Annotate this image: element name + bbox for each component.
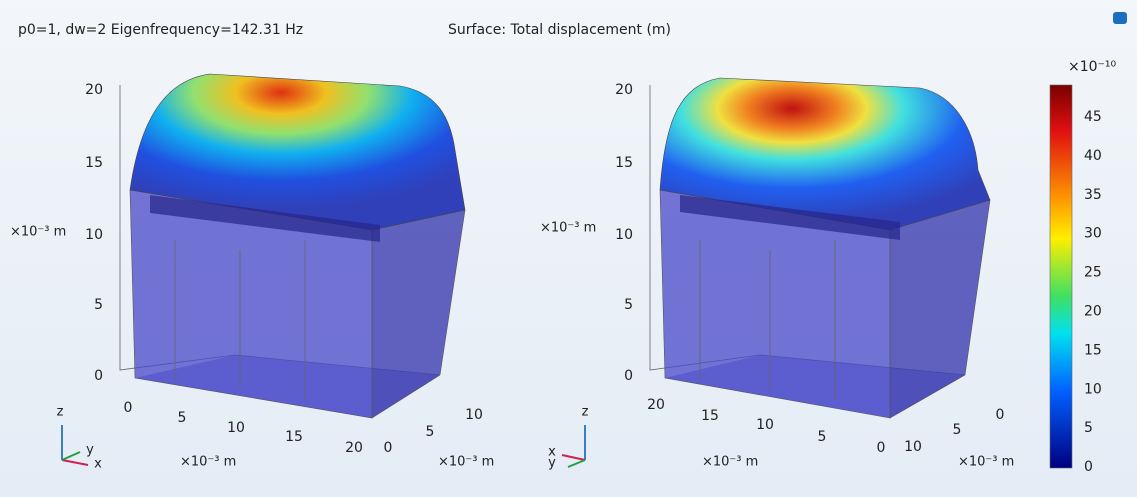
model-left bbox=[119, 73, 466, 419]
z-tick-label: 15 bbox=[615, 155, 633, 171]
z-axis-unit: ×10⁻³ m bbox=[540, 221, 596, 236]
x-tick-label: 0 bbox=[124, 400, 133, 416]
x-tick-label: 20 bbox=[345, 440, 363, 456]
colorbar-tick-label: 10 bbox=[1084, 381, 1102, 397]
colorbar-tick-label: 5 bbox=[1084, 420, 1093, 436]
z-tick-label: 0 bbox=[624, 368, 633, 384]
z-tick-label: 10 bbox=[615, 227, 633, 243]
plot-label: Surface: Total displacement (m) bbox=[448, 22, 671, 38]
triad-label: x bbox=[548, 445, 556, 460]
colorbar-tick-label: 35 bbox=[1084, 187, 1102, 203]
z-tick-label: 20 bbox=[85, 82, 103, 98]
z-tick-label: 15 bbox=[85, 155, 103, 171]
toolbar-icon[interactable] bbox=[1113, 12, 1127, 24]
x-tick-label: 0 bbox=[877, 440, 886, 456]
colorbar-tick-label: 0 bbox=[1084, 459, 1093, 475]
x-axis-unit: ×10⁻³ m bbox=[702, 455, 758, 470]
y-axis-unit: ×10⁻³ m bbox=[958, 455, 1014, 470]
y-tick-label: 5 bbox=[426, 424, 435, 440]
y-tick-label: 10 bbox=[465, 407, 483, 423]
x-axis-unit: ×10⁻³ m bbox=[180, 455, 236, 470]
triad-label: z bbox=[57, 405, 64, 420]
colorbar-tick-label: 25 bbox=[1084, 265, 1102, 281]
colorbar-tick-label: 15 bbox=[1084, 342, 1102, 358]
model-right bbox=[649, 77, 991, 419]
y-tick-label: 5 bbox=[953, 422, 962, 438]
z-tick-label: 10 bbox=[85, 227, 103, 243]
x-tick-label: 20 bbox=[647, 397, 665, 413]
x-tick-label: 5 bbox=[178, 410, 187, 426]
y-tick-label: 10 bbox=[904, 439, 922, 455]
y-axis-unit: ×10⁻³ m bbox=[438, 455, 494, 470]
y-tick-label: 0 bbox=[996, 407, 1005, 423]
triad-right bbox=[561, 425, 586, 468]
triad-label: y bbox=[86, 443, 94, 458]
triad-left bbox=[61, 425, 89, 466]
x-tick-label: 5 bbox=[818, 429, 827, 445]
z-tick-label: 5 bbox=[624, 297, 633, 313]
z-tick-label: 20 bbox=[615, 82, 633, 98]
header-title: p0=1, dw=2 Eigenfrequency=142.31 Hz bbox=[18, 22, 303, 38]
x-tick-label: 10 bbox=[756, 417, 774, 433]
colorbar-tick-label: 45 bbox=[1084, 109, 1102, 125]
colorbar-tick-label: 20 bbox=[1084, 304, 1102, 320]
x-tick-label: 15 bbox=[701, 408, 719, 424]
colorbar bbox=[1049, 84, 1073, 469]
triad-label: y bbox=[548, 456, 556, 471]
colorbar-tick-label: 40 bbox=[1084, 148, 1102, 164]
z-axis-unit: ×10⁻³ m bbox=[10, 225, 66, 240]
colorbar-multiplier: ×10⁻¹⁰ bbox=[1068, 59, 1117, 75]
colorbar-tick-label: 30 bbox=[1084, 226, 1102, 242]
triad-label: x bbox=[94, 457, 102, 472]
z-tick-label: 5 bbox=[94, 297, 103, 313]
y-tick-label: 0 bbox=[384, 440, 393, 456]
triad-label: z bbox=[582, 405, 589, 420]
x-tick-label: 10 bbox=[227, 420, 245, 436]
z-tick-label: 0 bbox=[94, 368, 103, 384]
x-tick-label: 15 bbox=[285, 429, 303, 445]
